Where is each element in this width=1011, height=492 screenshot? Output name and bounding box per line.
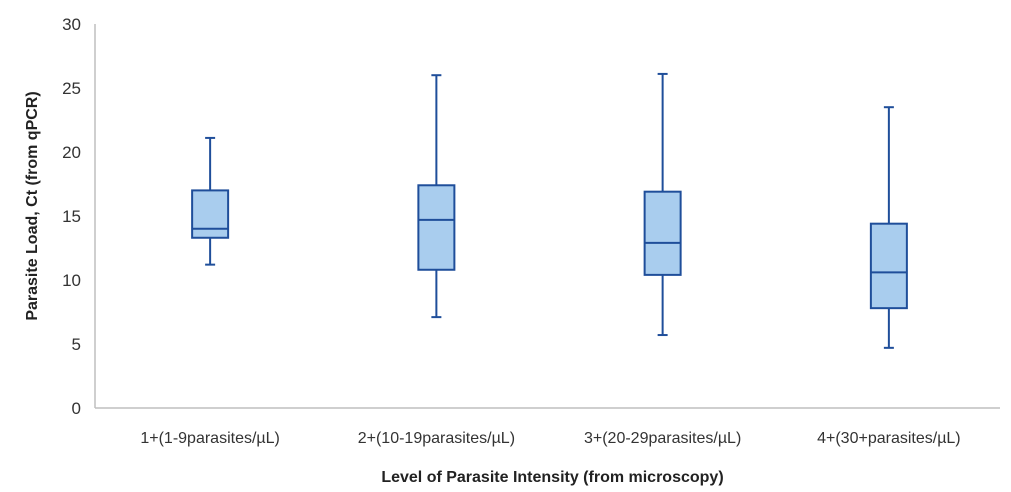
iqr-box bbox=[191, 189, 230, 239]
y-axis-title: Parasite Load, Ct (from qPCR) bbox=[24, 91, 41, 320]
box-2 bbox=[417, 74, 456, 319]
y-tick-label: 20 bbox=[62, 143, 81, 162]
box-series bbox=[191, 72, 908, 349]
y-tick-label: 10 bbox=[62, 271, 81, 290]
y-tick-label: 15 bbox=[62, 207, 81, 226]
y-tick-label: 30 bbox=[62, 15, 81, 34]
box-4 bbox=[869, 106, 908, 349]
y-tick-label: 0 bbox=[72, 399, 81, 418]
y-tick-label: 25 bbox=[62, 79, 81, 98]
iqr-box bbox=[869, 222, 908, 310]
x-category-label: 3+(20-29parasites/µL) bbox=[584, 430, 741, 447]
x-category-label: 4+(30+parasites/µL) bbox=[817, 430, 961, 447]
y-tick-label: 5 bbox=[72, 335, 81, 354]
iqr-box bbox=[417, 184, 456, 271]
x-category-label: 2+(10-19parasites/µL) bbox=[358, 430, 515, 447]
box-3 bbox=[643, 72, 682, 337]
x-category-label: 1+(1-9parasites/µL) bbox=[140, 430, 280, 447]
iqr-box bbox=[643, 190, 682, 276]
x-axis-categories: 1+(1-9parasites/µL) 2+(10-19parasites/µL)… bbox=[140, 430, 960, 447]
y-axis-ticks: 0 5 10 15 20 25 30 bbox=[62, 15, 81, 418]
box-1 bbox=[191, 136, 230, 266]
x-axis-title: Level of Parasite Intensity (from micros… bbox=[381, 469, 723, 486]
